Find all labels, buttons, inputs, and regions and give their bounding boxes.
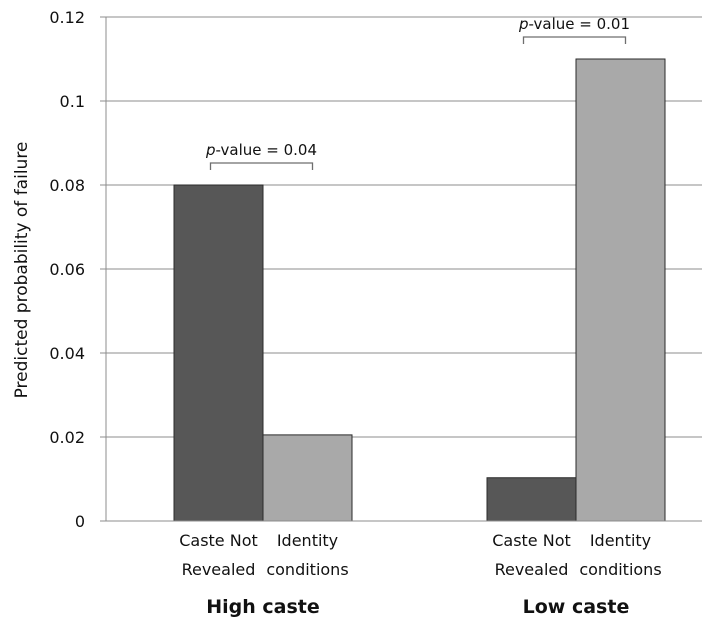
y-tick-label: 0.1 — [60, 92, 85, 111]
bar — [575, 58, 666, 522]
p-value-annotation: p-value = 0.04 — [205, 141, 317, 159]
category-label: Revealed — [495, 560, 569, 579]
y-tick-label: 0 — [75, 512, 85, 531]
p-value-annotation: p-value = 0.01 — [518, 15, 630, 33]
significance-bracket — [522, 36, 627, 44]
y-axis-label: Predicted probability of failure — [12, 142, 32, 399]
p-italic: p — [205, 141, 216, 159]
category-label: Caste Not — [179, 531, 258, 550]
labels: 0 0.02 0.04 0.06 0.08 0.1 0.12 Caste Not Reveale… — [49, 8, 661, 618]
y-tick-label: 0.08 — [49, 176, 85, 195]
y-tick-label: 0.12 — [49, 8, 85, 27]
category-label: conditions — [579, 560, 661, 579]
p-value-text: -value = 0.04 — [216, 141, 317, 159]
category-label: Identity — [590, 531, 651, 550]
category-label: Caste Not — [492, 531, 571, 550]
category-label: Identity — [277, 531, 338, 550]
group-label: High caste — [206, 596, 320, 618]
p-italic: p — [518, 15, 529, 33]
y-tick-label: 0.06 — [49, 260, 85, 279]
category-label: conditions — [266, 560, 348, 579]
bar — [486, 477, 577, 522]
bar — [173, 184, 264, 522]
bars — [173, 58, 666, 522]
category-label: Revealed — [182, 560, 256, 579]
y-tick-label: 0.02 — [49, 428, 85, 447]
p-value-text: -value = 0.01 — [529, 15, 630, 33]
bar — [262, 434, 353, 522]
significance-bracket — [209, 162, 314, 170]
axes — [100, 16, 702, 522]
group-label: Low caste — [523, 596, 630, 618]
y-tick-label: 0.04 — [49, 344, 85, 363]
